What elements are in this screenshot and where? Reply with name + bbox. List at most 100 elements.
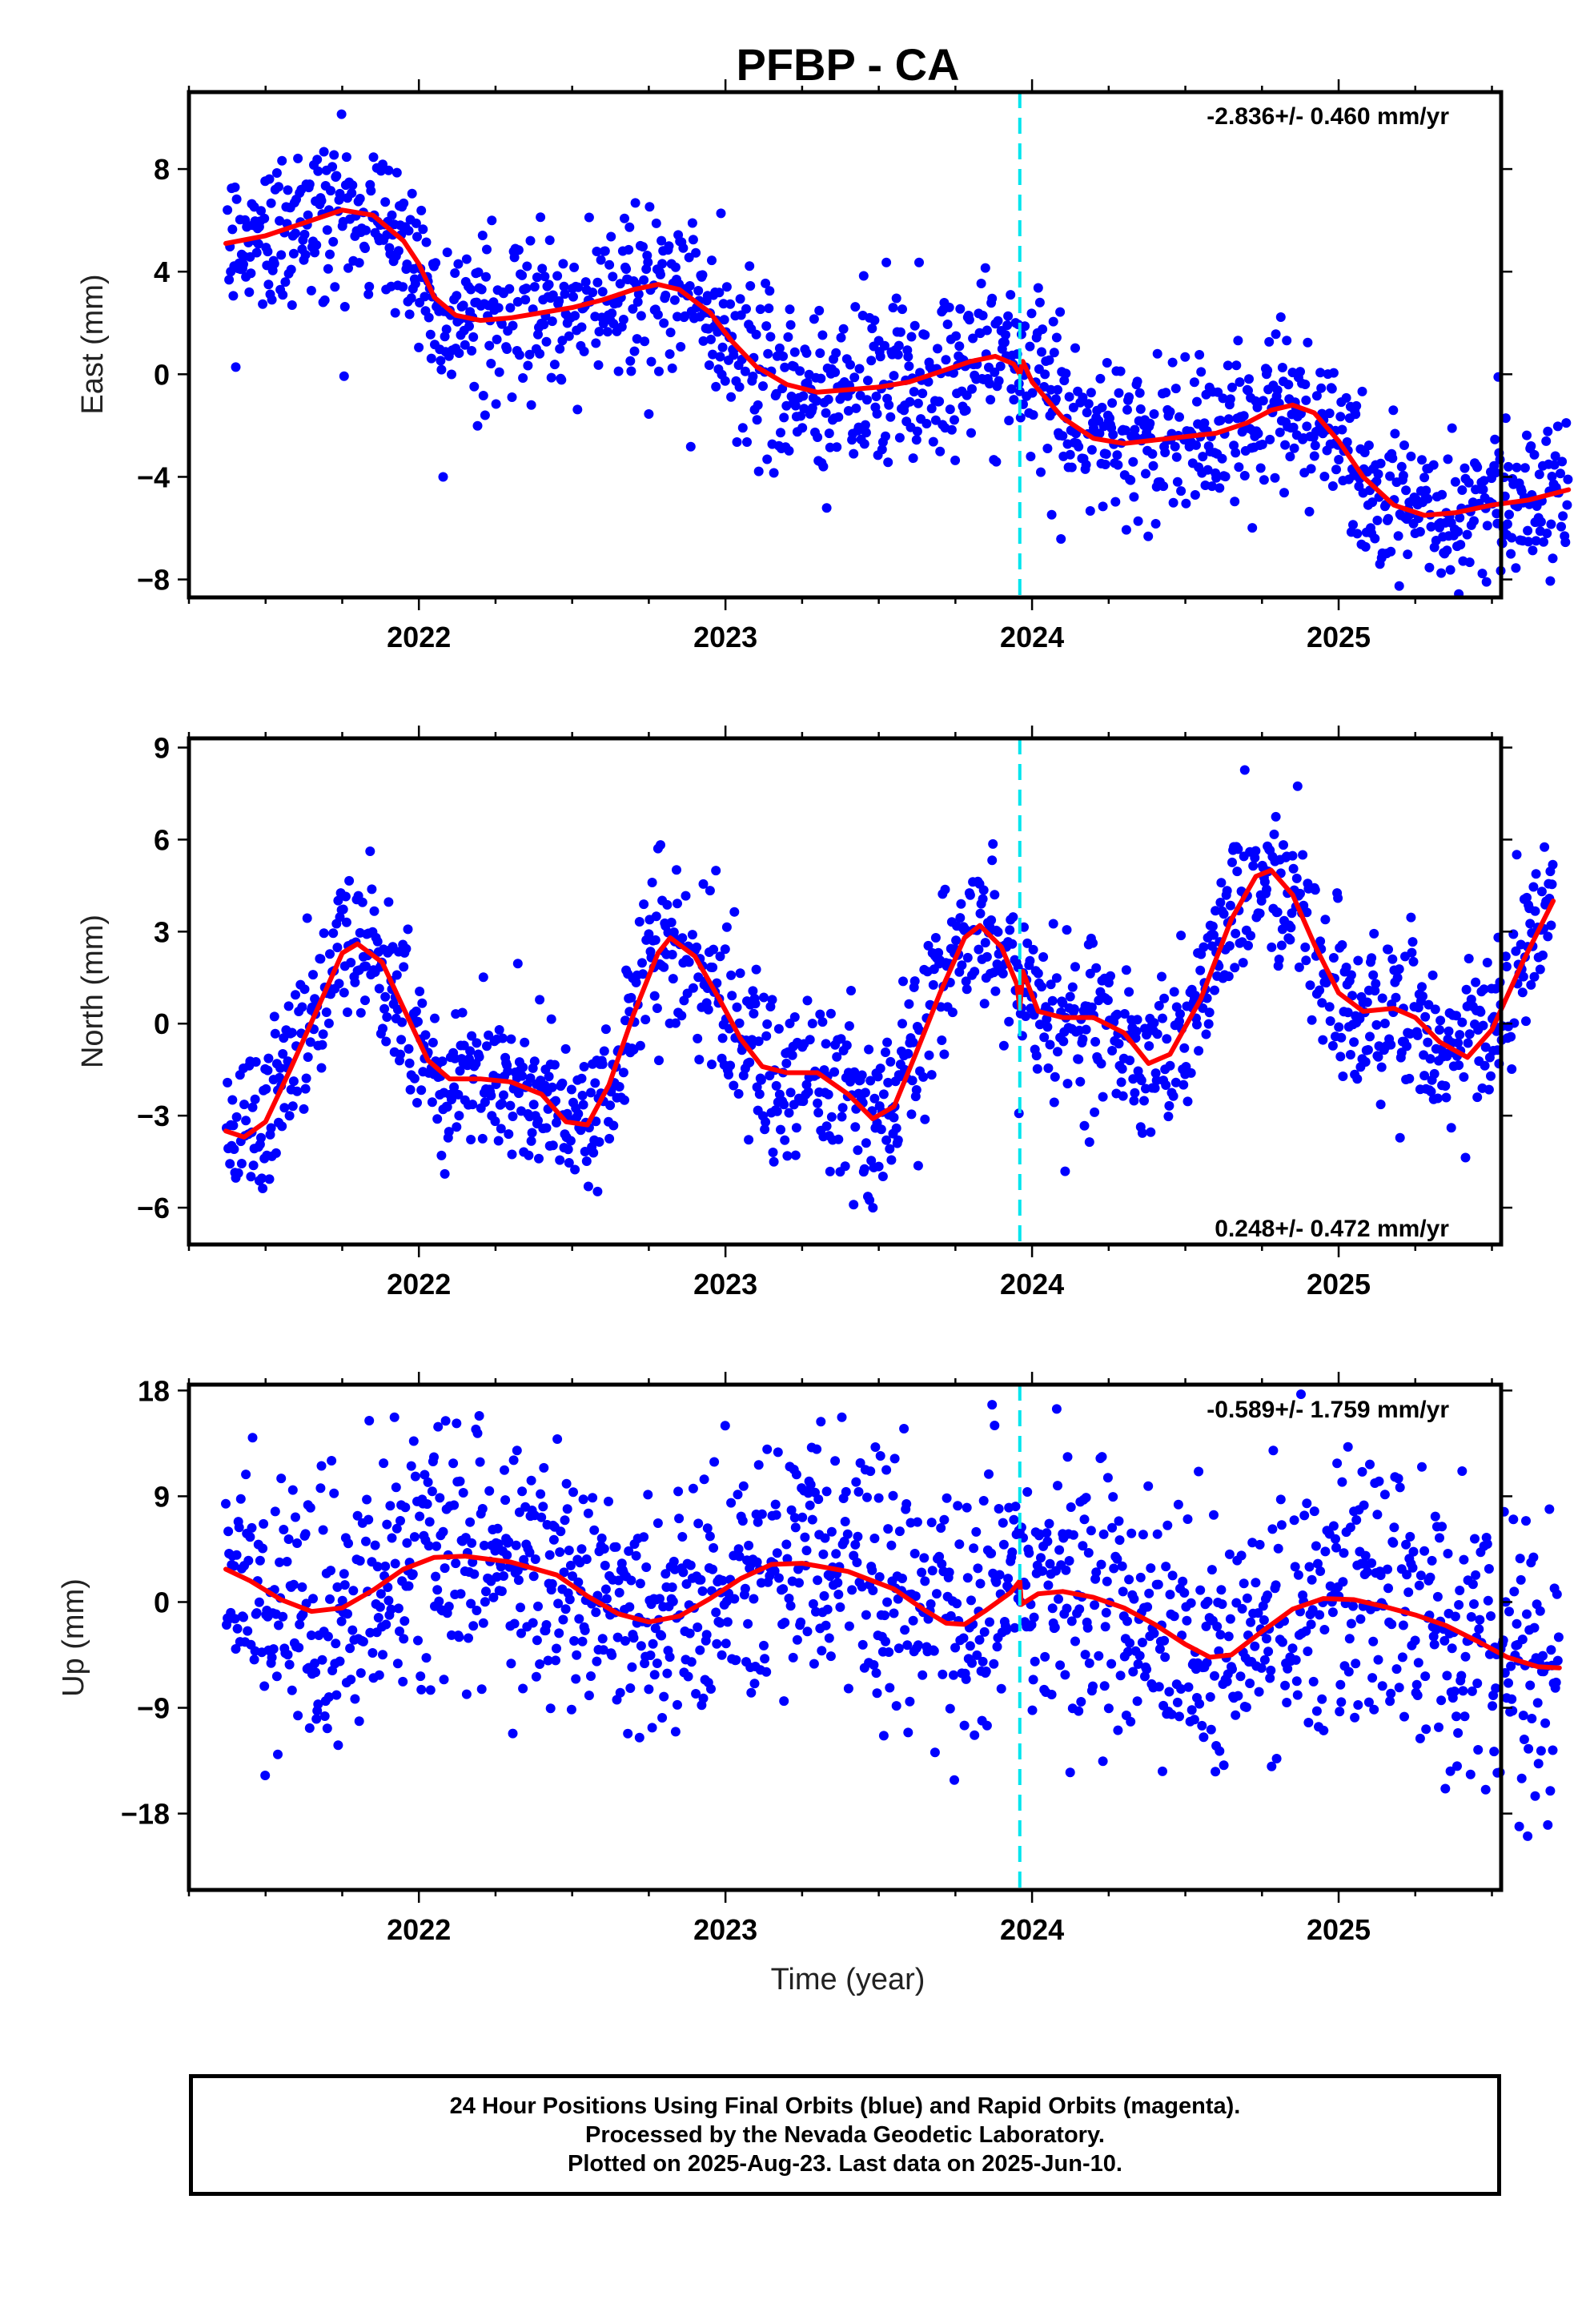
up-data-point bbox=[1010, 1622, 1020, 1633]
north-data-point bbox=[1022, 938, 1033, 948]
north-data-point bbox=[1019, 922, 1029, 932]
east-data-point bbox=[244, 287, 255, 297]
up-data-point bbox=[1290, 1562, 1300, 1572]
north-data-point bbox=[1419, 1071, 1430, 1081]
up-data-point bbox=[1408, 1546, 1419, 1557]
east-data-point bbox=[1130, 424, 1140, 435]
east-rate-label: -2.836+/- 0.460 mm/yr bbox=[1207, 103, 1449, 130]
up-data-point bbox=[817, 1646, 827, 1656]
up-data-point bbox=[1362, 1566, 1372, 1577]
up-data-point bbox=[874, 1572, 885, 1582]
north-data-point bbox=[305, 1037, 315, 1047]
east-data-point bbox=[1563, 474, 1573, 485]
up-data-point bbox=[1197, 1720, 1207, 1731]
east-data-point bbox=[1020, 321, 1030, 332]
up-data-point bbox=[686, 1657, 697, 1667]
north-data-point bbox=[341, 917, 351, 927]
north-data-point bbox=[1215, 898, 1226, 907]
east-data-point bbox=[995, 361, 1006, 372]
east-data-point bbox=[306, 285, 316, 296]
north-data-point bbox=[227, 1095, 238, 1105]
north-data-point bbox=[319, 928, 329, 939]
east-data-point bbox=[1528, 545, 1538, 556]
up-data-point bbox=[1042, 1528, 1052, 1538]
north-data-point bbox=[250, 1094, 260, 1104]
up-data-point bbox=[1393, 1474, 1403, 1484]
north-data-point bbox=[1158, 1013, 1167, 1023]
east-data-point bbox=[1492, 509, 1502, 519]
up-data-point bbox=[408, 1436, 419, 1446]
up-data-point bbox=[580, 1625, 590, 1635]
east-data-point bbox=[1148, 460, 1158, 471]
north-data-point bbox=[292, 1086, 303, 1096]
north-data-point bbox=[1230, 963, 1240, 973]
north-data-point bbox=[715, 951, 725, 962]
up-data-point bbox=[1102, 1473, 1113, 1483]
up-data-point bbox=[362, 1494, 372, 1505]
north-data-point bbox=[1119, 1009, 1130, 1019]
north-data-point bbox=[288, 1076, 299, 1087]
east-data-point bbox=[513, 245, 524, 255]
east-data-point bbox=[421, 237, 432, 247]
north-data-point bbox=[1144, 1041, 1154, 1051]
north-data-point bbox=[544, 1072, 554, 1082]
north-data-point bbox=[659, 962, 669, 972]
north-data-point bbox=[1512, 850, 1522, 860]
up-data-point bbox=[1313, 1558, 1323, 1569]
up-data-point bbox=[270, 1506, 280, 1517]
north-data-point bbox=[1039, 1032, 1050, 1043]
up-data-point bbox=[789, 1513, 800, 1523]
east-data-point bbox=[706, 334, 716, 344]
north-data-point bbox=[365, 846, 375, 856]
east-data-point bbox=[708, 349, 718, 360]
east-data-point bbox=[1522, 430, 1532, 440]
caption-line-plotted: Plotted on 2025-Aug-23. Last data on 202… bbox=[568, 2151, 1122, 2177]
north-data-point bbox=[850, 1122, 861, 1132]
north-data-point bbox=[442, 1102, 452, 1112]
up-data-point bbox=[1002, 1625, 1011, 1635]
north-data-point bbox=[338, 904, 348, 915]
north-data-point bbox=[733, 1088, 744, 1099]
east-data-point bbox=[505, 303, 516, 313]
north-data-point bbox=[1132, 1015, 1142, 1025]
up-data-point bbox=[853, 1486, 864, 1497]
up-data-point bbox=[400, 1616, 410, 1626]
up-data-point bbox=[1021, 1580, 1031, 1590]
east-data-point bbox=[341, 152, 351, 163]
up-data-point bbox=[306, 1630, 316, 1640]
north-data-point bbox=[1426, 1087, 1436, 1097]
north-data-point bbox=[484, 1030, 494, 1040]
up-data-point bbox=[1482, 1539, 1492, 1549]
north-data-point bbox=[505, 1100, 516, 1111]
east-data-point bbox=[748, 372, 758, 381]
up-data-point bbox=[1024, 1548, 1034, 1558]
north-data-point bbox=[979, 999, 990, 1009]
east-data-point bbox=[1192, 396, 1202, 407]
east-data-point bbox=[656, 269, 665, 279]
up-data-point bbox=[481, 1586, 491, 1597]
up-y-tick-label: 0 bbox=[154, 1586, 170, 1618]
up-data-point bbox=[749, 1594, 759, 1604]
east-data-point bbox=[1285, 452, 1295, 462]
up-data-point bbox=[588, 1493, 598, 1503]
north-data-point bbox=[840, 1161, 850, 1172]
up-data-point bbox=[1533, 1759, 1544, 1769]
north-data-point bbox=[1408, 956, 1419, 967]
east-data-point bbox=[564, 331, 574, 341]
up-data-point bbox=[1203, 1596, 1213, 1606]
up-data-point bbox=[577, 1636, 588, 1647]
north-rate-label: 0.248+/- 0.472 mm/yr bbox=[1215, 1216, 1449, 1242]
north-data-point bbox=[444, 1127, 454, 1137]
up-data-point bbox=[1452, 1711, 1461, 1722]
north-data-point bbox=[1298, 850, 1308, 860]
north-data-point bbox=[1130, 1088, 1140, 1098]
east-data-point bbox=[1398, 470, 1408, 480]
up-data-point bbox=[553, 1598, 564, 1609]
east-data-point bbox=[719, 315, 729, 325]
up-data-point bbox=[1350, 1712, 1360, 1723]
up-data-point bbox=[937, 1559, 947, 1569]
north-data-point bbox=[1412, 1030, 1423, 1040]
north-data-point bbox=[1060, 1166, 1070, 1176]
north-data-point bbox=[1457, 1017, 1468, 1027]
north-data-point bbox=[1170, 1077, 1181, 1088]
